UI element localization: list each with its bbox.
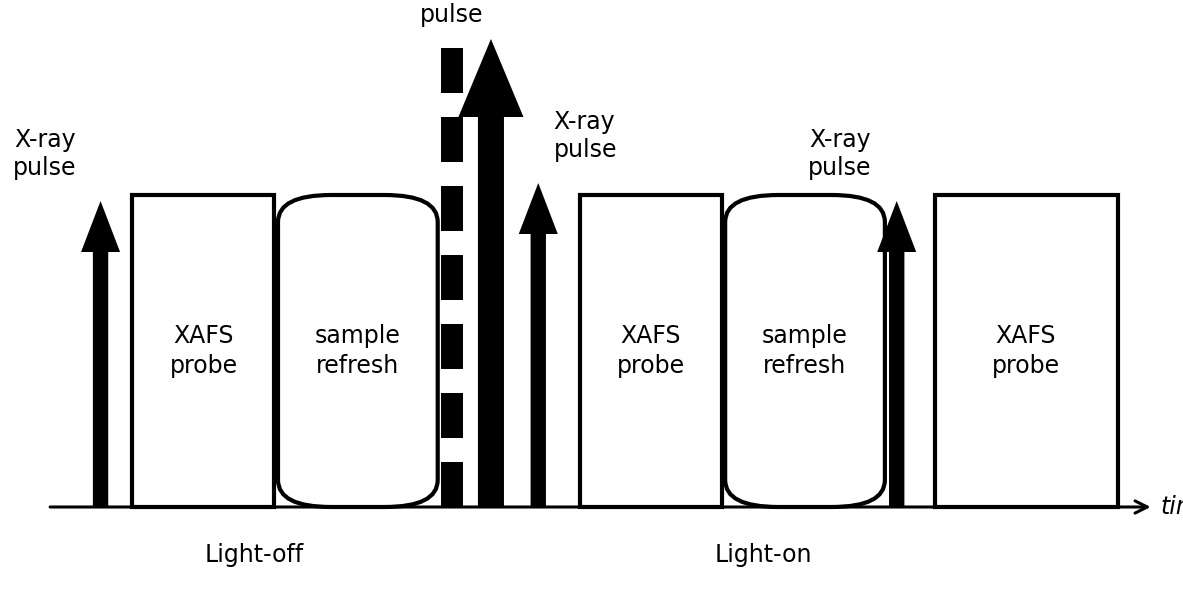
- Bar: [441, 186, 463, 231]
- FancyBboxPatch shape: [935, 195, 1118, 507]
- Text: XAFS
probe: XAFS probe: [169, 324, 238, 378]
- Text: XAFS
probe: XAFS probe: [616, 324, 685, 378]
- Text: time: time: [1161, 495, 1183, 519]
- Polygon shape: [80, 201, 121, 507]
- FancyBboxPatch shape: [580, 195, 722, 507]
- Bar: [441, 393, 463, 438]
- Text: sample
refresh: sample refresh: [315, 324, 400, 378]
- FancyBboxPatch shape: [725, 195, 885, 507]
- Bar: [441, 48, 463, 93]
- Bar: [441, 117, 463, 162]
- Text: X-ray
pulse: X-ray pulse: [554, 110, 618, 162]
- Bar: [441, 324, 463, 369]
- Text: laser
pulse: laser pulse: [420, 0, 484, 27]
- Polygon shape: [458, 39, 523, 507]
- Text: XAFS
probe: XAFS probe: [991, 324, 1060, 378]
- Text: X-ray
pulse: X-ray pulse: [13, 128, 77, 180]
- Text: sample
refresh: sample refresh: [762, 324, 847, 378]
- Polygon shape: [518, 183, 558, 507]
- FancyBboxPatch shape: [278, 195, 438, 507]
- Polygon shape: [878, 201, 916, 507]
- Bar: [441, 462, 463, 507]
- Text: Light-off: Light-off: [205, 543, 304, 567]
- Text: Light-on: Light-on: [715, 543, 812, 567]
- FancyBboxPatch shape: [132, 195, 274, 507]
- Bar: [441, 255, 463, 300]
- Text: X-ray
pulse: X-ray pulse: [808, 128, 872, 180]
